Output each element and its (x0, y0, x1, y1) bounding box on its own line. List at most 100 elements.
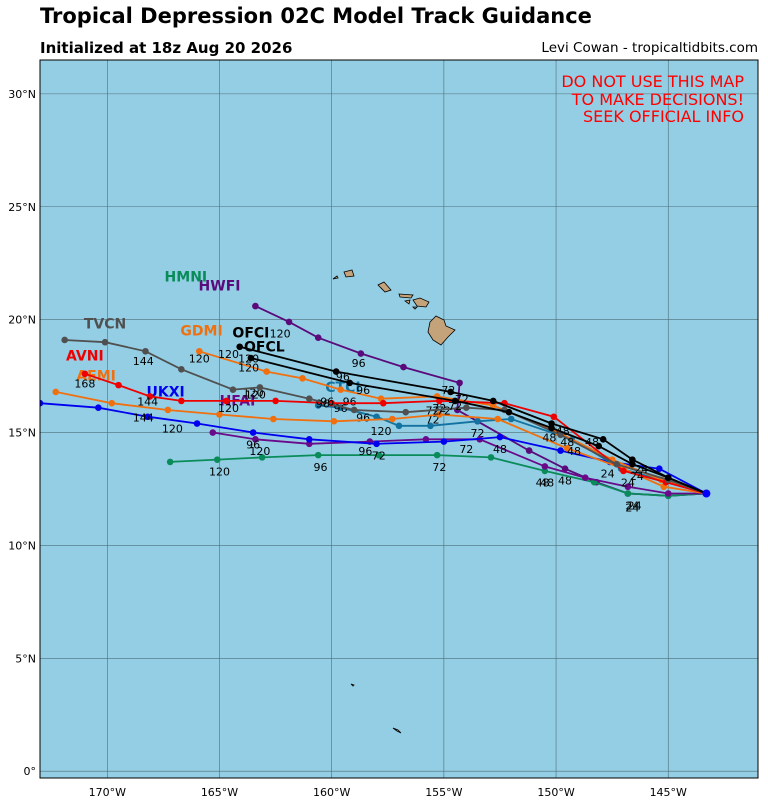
track-point (144, 413, 151, 421)
track-point (451, 397, 459, 405)
track-point (474, 417, 481, 425)
track-point (258, 454, 266, 461)
hour-label: 120 (238, 362, 259, 375)
track-point (229, 386, 237, 393)
track-point (505, 408, 513, 416)
hour-label: 120 (249, 445, 270, 458)
track-point (436, 411, 443, 418)
track-point (305, 440, 313, 448)
track-point (463, 404, 470, 412)
track-point (305, 395, 313, 402)
hour-label: 120 (162, 423, 183, 436)
track-point (337, 386, 344, 393)
island-molokai (398, 293, 414, 299)
hour-label: 24 (625, 499, 639, 512)
track-point (613, 460, 620, 468)
track-point (256, 384, 264, 391)
hour-label: 120 (218, 402, 239, 415)
track-point (178, 366, 185, 373)
track-point (655, 465, 663, 472)
hour-label: 72 (432, 402, 446, 415)
track-point (285, 318, 293, 326)
track-point (142, 347, 149, 355)
hour-label: 24 (628, 499, 642, 512)
chart-title: Tropical Depression 02C Model Track Guid… (40, 4, 592, 28)
hour-label: 72 (459, 443, 473, 456)
track-point (270, 415, 277, 423)
lat-tick-label: 25°N (8, 201, 36, 214)
track-point (332, 368, 340, 375)
track-point (247, 354, 255, 362)
track-point (101, 338, 109, 346)
track-point (108, 399, 116, 407)
track-point (400, 363, 407, 371)
hour-label: 24 (601, 468, 615, 481)
model-tracks: 24487296120HWFI24487296120HMNI2448729612… (40, 269, 711, 515)
lat-tick-label: 30°N (8, 88, 36, 101)
track-point (557, 447, 564, 454)
track-point (95, 404, 102, 412)
track-point (209, 429, 217, 436)
track-point (388, 415, 396, 423)
track-point (422, 436, 430, 443)
hour-label: 96 (352, 357, 366, 370)
model-name-label: HMNI (165, 269, 208, 285)
model-name-label: OFCL (244, 339, 285, 355)
hour-label: 48 (536, 477, 550, 490)
hour-label: 96 (320, 395, 334, 408)
lon-tick-label: 145°W (650, 786, 687, 799)
track-point (216, 411, 223, 418)
track-point (629, 460, 636, 468)
model-name-label: HWFI (199, 278, 241, 294)
track-point (395, 422, 403, 430)
island-small-b (350, 683, 355, 687)
lon-tick-label: 165°W (201, 786, 238, 799)
lat-tick-label: 15°N (8, 427, 36, 440)
track-point (272, 397, 279, 405)
hour-label: 120 (209, 465, 230, 478)
track-point (61, 336, 68, 344)
track-point (213, 456, 221, 463)
track-point (563, 445, 571, 452)
hour-label: 120 (270, 328, 291, 341)
lon-tick-label: 170°W (89, 786, 126, 799)
track-point (456, 379, 463, 387)
track-point (196, 347, 203, 355)
hour-label: 120 (371, 425, 392, 438)
track-line (170, 454, 707, 497)
track-point (252, 436, 259, 443)
track-point (350, 406, 358, 414)
track-point (541, 463, 549, 470)
track-point (664, 490, 672, 497)
hour-label: 144 (133, 411, 154, 424)
track-point (314, 451, 322, 459)
hour-label: 24 (625, 502, 639, 515)
track-point (664, 474, 672, 482)
hour-label: 72 (372, 450, 386, 463)
track-point (624, 483, 632, 491)
track-point (299, 375, 306, 382)
model-name-label: GDMI (180, 323, 222, 339)
model-name-label: AVNI (66, 348, 104, 364)
hour-label: 120 (245, 389, 266, 402)
track-point (314, 334, 322, 342)
hour-label: 96 (358, 445, 372, 458)
hour-label: 72 (426, 414, 440, 427)
island-oahu (377, 281, 392, 293)
hour-label: 120 (189, 353, 210, 366)
island-kauai (343, 269, 355, 278)
initial-position (702, 489, 711, 498)
track-point (193, 420, 201, 427)
track-point (433, 451, 441, 459)
track-point (346, 379, 353, 387)
track-point (599, 436, 607, 443)
track-point (496, 433, 504, 441)
hour-label: 96 (356, 411, 370, 424)
track-point (620, 467, 627, 475)
hour-label: 48 (542, 432, 556, 445)
island-small-a (392, 727, 402, 734)
hour-label: 48 (567, 445, 581, 458)
warning-text: DO NOT USE THIS MAP TO MAKE DECISIONS! S… (561, 72, 744, 126)
track-point (489, 402, 497, 409)
